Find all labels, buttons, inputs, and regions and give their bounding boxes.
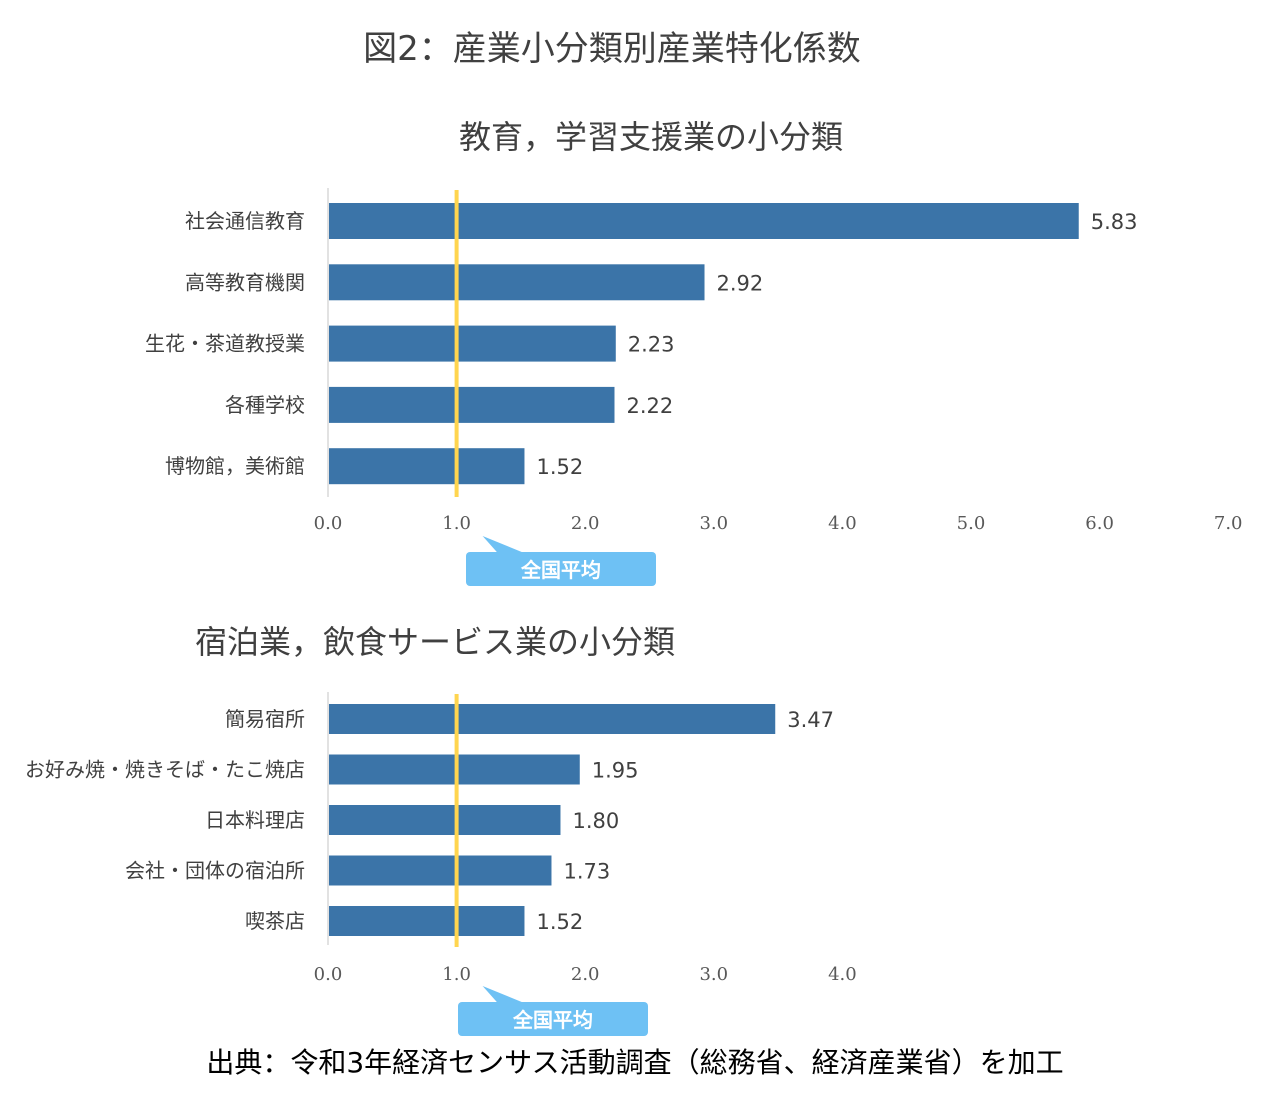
value-label: 3.47: [787, 708, 834, 732]
national-average-callout: [466, 552, 656, 586]
x-tick-label: 4.0: [828, 513, 857, 534]
value-label: 2.22: [626, 394, 673, 418]
x-tick-label: 7.0: [1214, 513, 1243, 534]
chart-subtitle: 宿泊業，飲食サービス業の小分類: [195, 623, 675, 661]
bar: [329, 805, 561, 835]
x-tick-label: 1.0: [442, 964, 471, 985]
callout-pointer: [482, 986, 527, 1004]
category-label: 高等教育機関: [185, 270, 305, 294]
category-label: 喫茶店: [245, 909, 305, 933]
category-label: 日本料理店: [205, 808, 305, 832]
national-average-label: 全国平均: [512, 1008, 593, 1032]
callout-pointer: [482, 536, 527, 554]
category-label: 簡易宿所: [225, 707, 305, 731]
bar: [329, 906, 525, 936]
x-tick-label: 1.0: [442, 513, 471, 534]
bar: [329, 855, 552, 886]
national-average-callout: [458, 1002, 648, 1036]
value-label: 1.80: [572, 809, 619, 833]
value-label: 2.23: [628, 333, 675, 357]
chart-title: 図2：産業小分類別産業特化係数: [363, 29, 861, 69]
value-label: 5.83: [1091, 210, 1138, 234]
value-label: 1.73: [563, 860, 610, 884]
x-tick-label: 2.0: [571, 964, 600, 985]
bar: [329, 754, 580, 785]
x-tick-label: 2.0: [571, 513, 600, 534]
category-label: お好み焼・焼きそば・たこ焼店: [25, 758, 305, 782]
value-label: 1.52: [536, 455, 583, 479]
bar: [329, 203, 1079, 239]
value-label: 1.95: [592, 759, 639, 783]
category-label: 博物館，美術館: [165, 454, 305, 478]
x-tick-label: 0.0: [314, 964, 343, 985]
x-tick-label: 3.0: [699, 513, 728, 534]
national-average-label: 全国平均: [520, 558, 601, 582]
bar: [329, 264, 705, 301]
bar: [329, 704, 776, 734]
bar: [329, 386, 615, 423]
category-label: 各種学校: [225, 393, 305, 417]
x-tick-label: 6.0: [1085, 513, 1114, 534]
category-label: 生花・茶道教授業: [145, 332, 305, 356]
chart-subtitle: 教育，学習支援業の小分類: [459, 118, 843, 156]
value-label: 1.52: [536, 910, 583, 934]
x-tick-label: 4.0: [828, 964, 857, 985]
x-tick-label: 0.0: [314, 513, 343, 534]
value-label: 2.92: [717, 271, 764, 295]
category-label: 会社・団体の宿泊所: [125, 859, 305, 883]
bar: [329, 448, 525, 485]
x-tick-label: 3.0: [699, 964, 728, 985]
source-note: 出典：令和3年経済センサス活動調査（総務省、経済産業省）を加工: [206, 1046, 1063, 1079]
category-label: 社会通信教育: [185, 209, 305, 233]
bar: [329, 325, 616, 362]
x-tick-label: 5.0: [957, 513, 986, 534]
